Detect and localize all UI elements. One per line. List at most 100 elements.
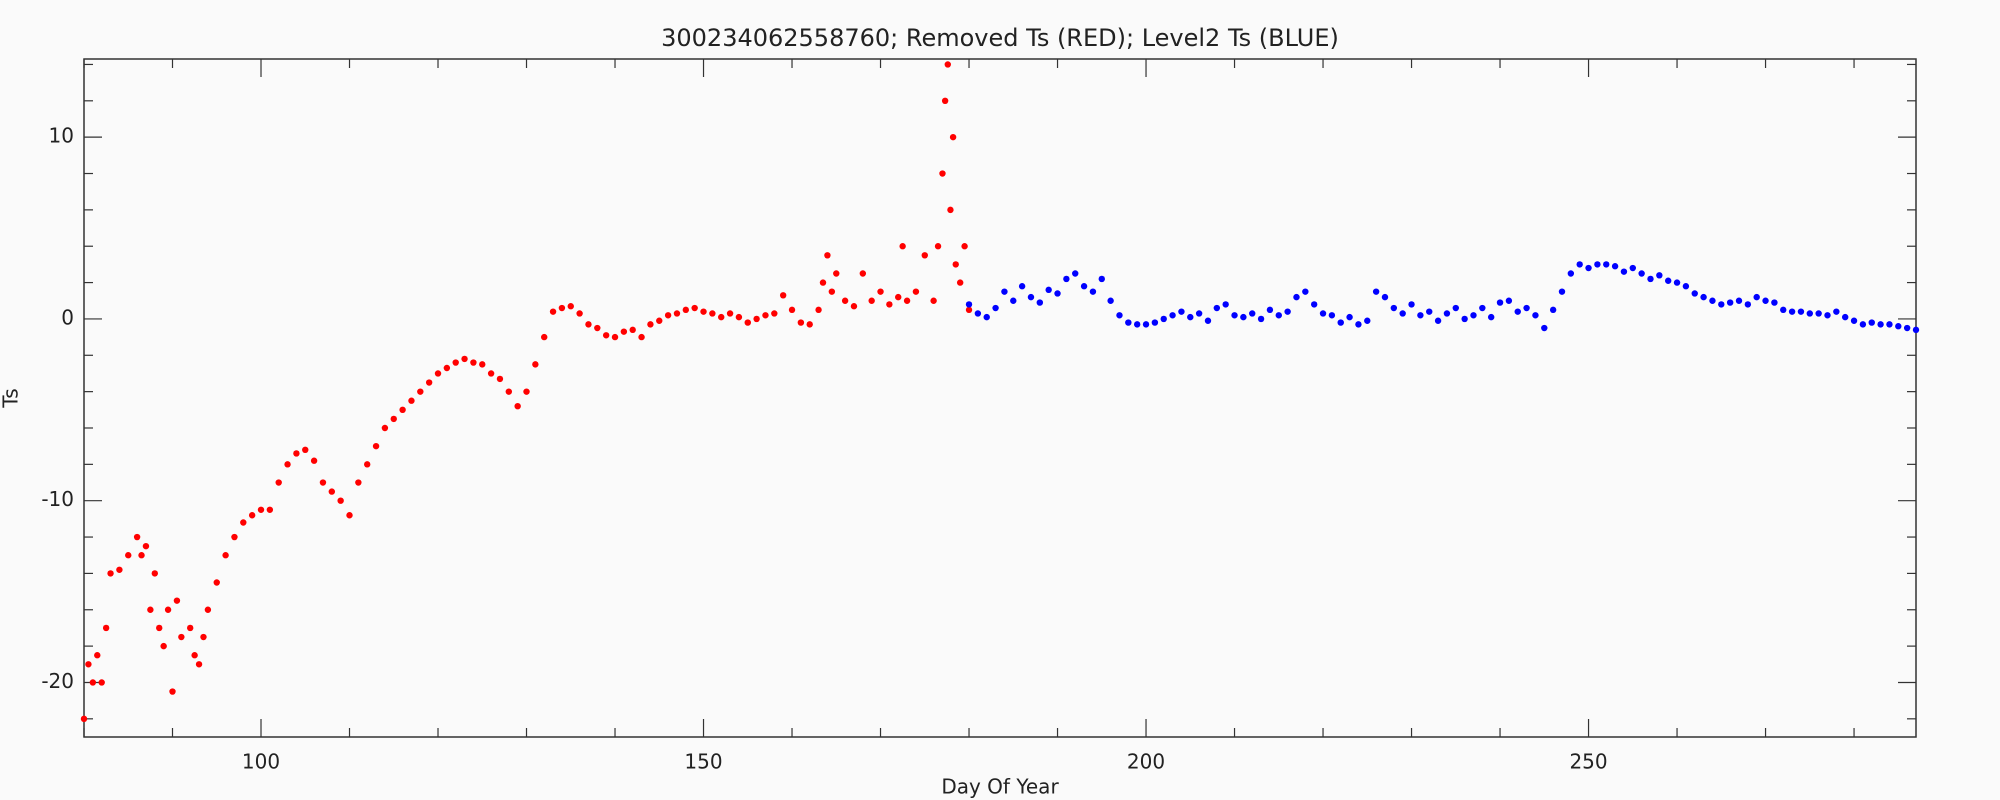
data-point bbox=[425, 379, 433, 386]
data-point bbox=[549, 308, 557, 315]
data-point bbox=[1638, 270, 1645, 277]
data-point bbox=[1594, 261, 1601, 268]
data-point bbox=[620, 328, 628, 335]
data-point bbox=[1125, 319, 1132, 326]
data-point bbox=[673, 310, 681, 317]
data-point bbox=[944, 61, 951, 68]
data-point bbox=[691, 304, 698, 312]
data-point bbox=[1691, 290, 1698, 297]
data-point bbox=[602, 332, 610, 339]
data-point bbox=[753, 315, 760, 323]
data-point bbox=[949, 133, 957, 141]
data-point bbox=[1576, 261, 1583, 268]
data-point bbox=[257, 506, 265, 513]
data-point bbox=[195, 661, 203, 668]
data-point bbox=[240, 519, 247, 526]
data-point bbox=[828, 288, 836, 295]
data-point bbox=[443, 364, 451, 372]
data-point bbox=[164, 606, 172, 613]
data-point bbox=[1709, 297, 1716, 304]
plot-frame bbox=[83, 58, 1917, 738]
data-point bbox=[1018, 283, 1026, 290]
data-point bbox=[1718, 301, 1725, 308]
data-point bbox=[284, 461, 291, 468]
data-point bbox=[974, 310, 982, 317]
data-point bbox=[1567, 270, 1575, 277]
data-point bbox=[1806, 310, 1813, 317]
data-point bbox=[594, 324, 601, 332]
data-point bbox=[647, 321, 654, 328]
data-point bbox=[1160, 315, 1167, 323]
data-point bbox=[877, 288, 884, 295]
data-point bbox=[1417, 312, 1424, 319]
data-point bbox=[487, 370, 495, 377]
data-point bbox=[664, 312, 672, 319]
data-point bbox=[1381, 293, 1389, 301]
data-point bbox=[1771, 299, 1778, 306]
data-point bbox=[1523, 304, 1530, 312]
data-point bbox=[1673, 279, 1681, 286]
data-point bbox=[1797, 308, 1805, 315]
data-point bbox=[1001, 288, 1008, 295]
data-point bbox=[1700, 293, 1707, 301]
data-point bbox=[771, 310, 778, 317]
data-point bbox=[1355, 321, 1362, 328]
data-point bbox=[1036, 299, 1044, 306]
data-point bbox=[930, 297, 937, 304]
data-point bbox=[700, 308, 707, 315]
data-point bbox=[585, 321, 592, 328]
data-point bbox=[1611, 263, 1619, 270]
data-point bbox=[1222, 301, 1229, 308]
data-point bbox=[576, 310, 583, 317]
data-point bbox=[1603, 261, 1610, 268]
y-tick-label: 0 bbox=[61, 305, 74, 329]
data-point bbox=[965, 306, 973, 314]
data-point bbox=[1744, 301, 1752, 308]
y-axis-label: Ts bbox=[0, 388, 23, 408]
data-point bbox=[1284, 308, 1291, 315]
data-point bbox=[1656, 272, 1663, 279]
data-point bbox=[266, 506, 274, 513]
data-point bbox=[293, 450, 300, 457]
data-point bbox=[1240, 313, 1247, 321]
data-point bbox=[1903, 324, 1911, 332]
data-point bbox=[1461, 315, 1468, 323]
data-point bbox=[523, 388, 530, 395]
data-point bbox=[1054, 290, 1061, 297]
data-point bbox=[1408, 301, 1415, 308]
data-point bbox=[417, 388, 424, 395]
data-point bbox=[275, 479, 282, 486]
data-point bbox=[744, 319, 751, 326]
data-point bbox=[1275, 312, 1282, 319]
data-point bbox=[1664, 277, 1672, 284]
data-point bbox=[319, 479, 327, 486]
x-tick-label: 100 bbox=[242, 750, 280, 774]
data-point bbox=[532, 361, 539, 368]
data-point bbox=[961, 243, 968, 250]
data-point bbox=[1302, 288, 1309, 295]
data-point bbox=[160, 642, 167, 650]
data-point bbox=[80, 715, 88, 723]
data-point bbox=[656, 317, 663, 324]
data-point bbox=[1912, 326, 1920, 334]
data-point bbox=[1558, 288, 1566, 295]
data-point bbox=[138, 552, 145, 559]
data-point bbox=[346, 512, 353, 519]
data-point bbox=[1868, 319, 1875, 326]
data-point bbox=[1293, 293, 1300, 301]
data-point bbox=[470, 359, 477, 366]
data-point bbox=[1788, 308, 1796, 315]
data-point bbox=[912, 288, 920, 295]
data-point bbox=[390, 415, 397, 423]
data-point bbox=[1532, 312, 1539, 319]
data-point bbox=[505, 388, 513, 395]
data-point bbox=[709, 310, 716, 317]
data-point bbox=[102, 624, 110, 632]
data-point bbox=[1833, 308, 1840, 315]
data-point bbox=[859, 270, 867, 277]
data-point bbox=[1187, 313, 1194, 321]
data-point bbox=[1629, 264, 1636, 272]
data-point bbox=[1726, 299, 1734, 306]
data-point bbox=[611, 333, 619, 341]
